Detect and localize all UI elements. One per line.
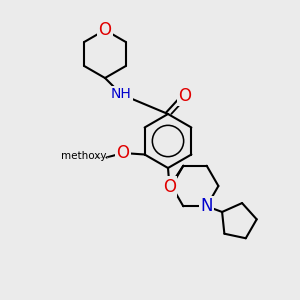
- Text: O: O: [98, 21, 112, 39]
- Text: NH: NH: [111, 88, 132, 101]
- Text: methoxy: methoxy: [106, 156, 113, 158]
- Text: O: O: [178, 87, 191, 105]
- Text: N: N: [200, 197, 213, 215]
- Text: methoxy: methoxy: [97, 157, 103, 158]
- Text: methoxy: methoxy: [61, 151, 106, 161]
- Text: O: O: [116, 144, 130, 162]
- Text: O: O: [163, 178, 176, 196]
